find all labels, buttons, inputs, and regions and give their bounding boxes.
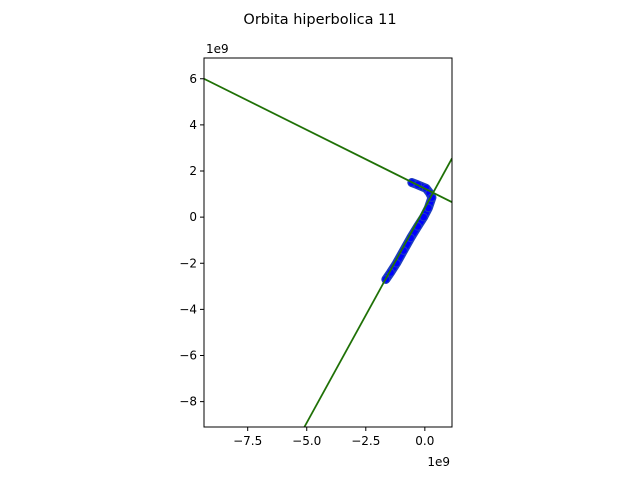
plot-frame: [203, 57, 453, 428]
y-tick-label: 0: [189, 210, 197, 224]
x-tick-label: −2.5: [351, 434, 380, 448]
y-offset-label: 1e9: [206, 42, 229, 56]
asymptote-line-inner-2: [303, 158, 452, 427]
y-tick-label: 6: [189, 72, 197, 86]
x-tick-label: −7.5: [233, 434, 262, 448]
y-tick-label: 4: [189, 118, 197, 132]
y-tick-label: −2: [179, 256, 197, 270]
plot-area: [204, 77, 452, 427]
x-offset-label: 1e9: [427, 455, 450, 469]
x-tick-label: 0.0: [415, 434, 434, 448]
x-axis: −7.5 −5.0 −2.5 0.0: [233, 427, 434, 448]
y-tick-label: −4: [179, 302, 197, 316]
y-axis: −8 −6 −4 −2 0 2 4 6: [179, 72, 204, 409]
y-tick-label: −6: [179, 349, 197, 363]
y-tick-label: −8: [179, 395, 197, 409]
asymptote-line-inner-1: [204, 78, 452, 203]
chart-title: Orbita hiperbolica 11: [243, 12, 396, 28]
y-tick-label: 2: [189, 164, 197, 178]
x-tick-label: −5.0: [292, 434, 321, 448]
